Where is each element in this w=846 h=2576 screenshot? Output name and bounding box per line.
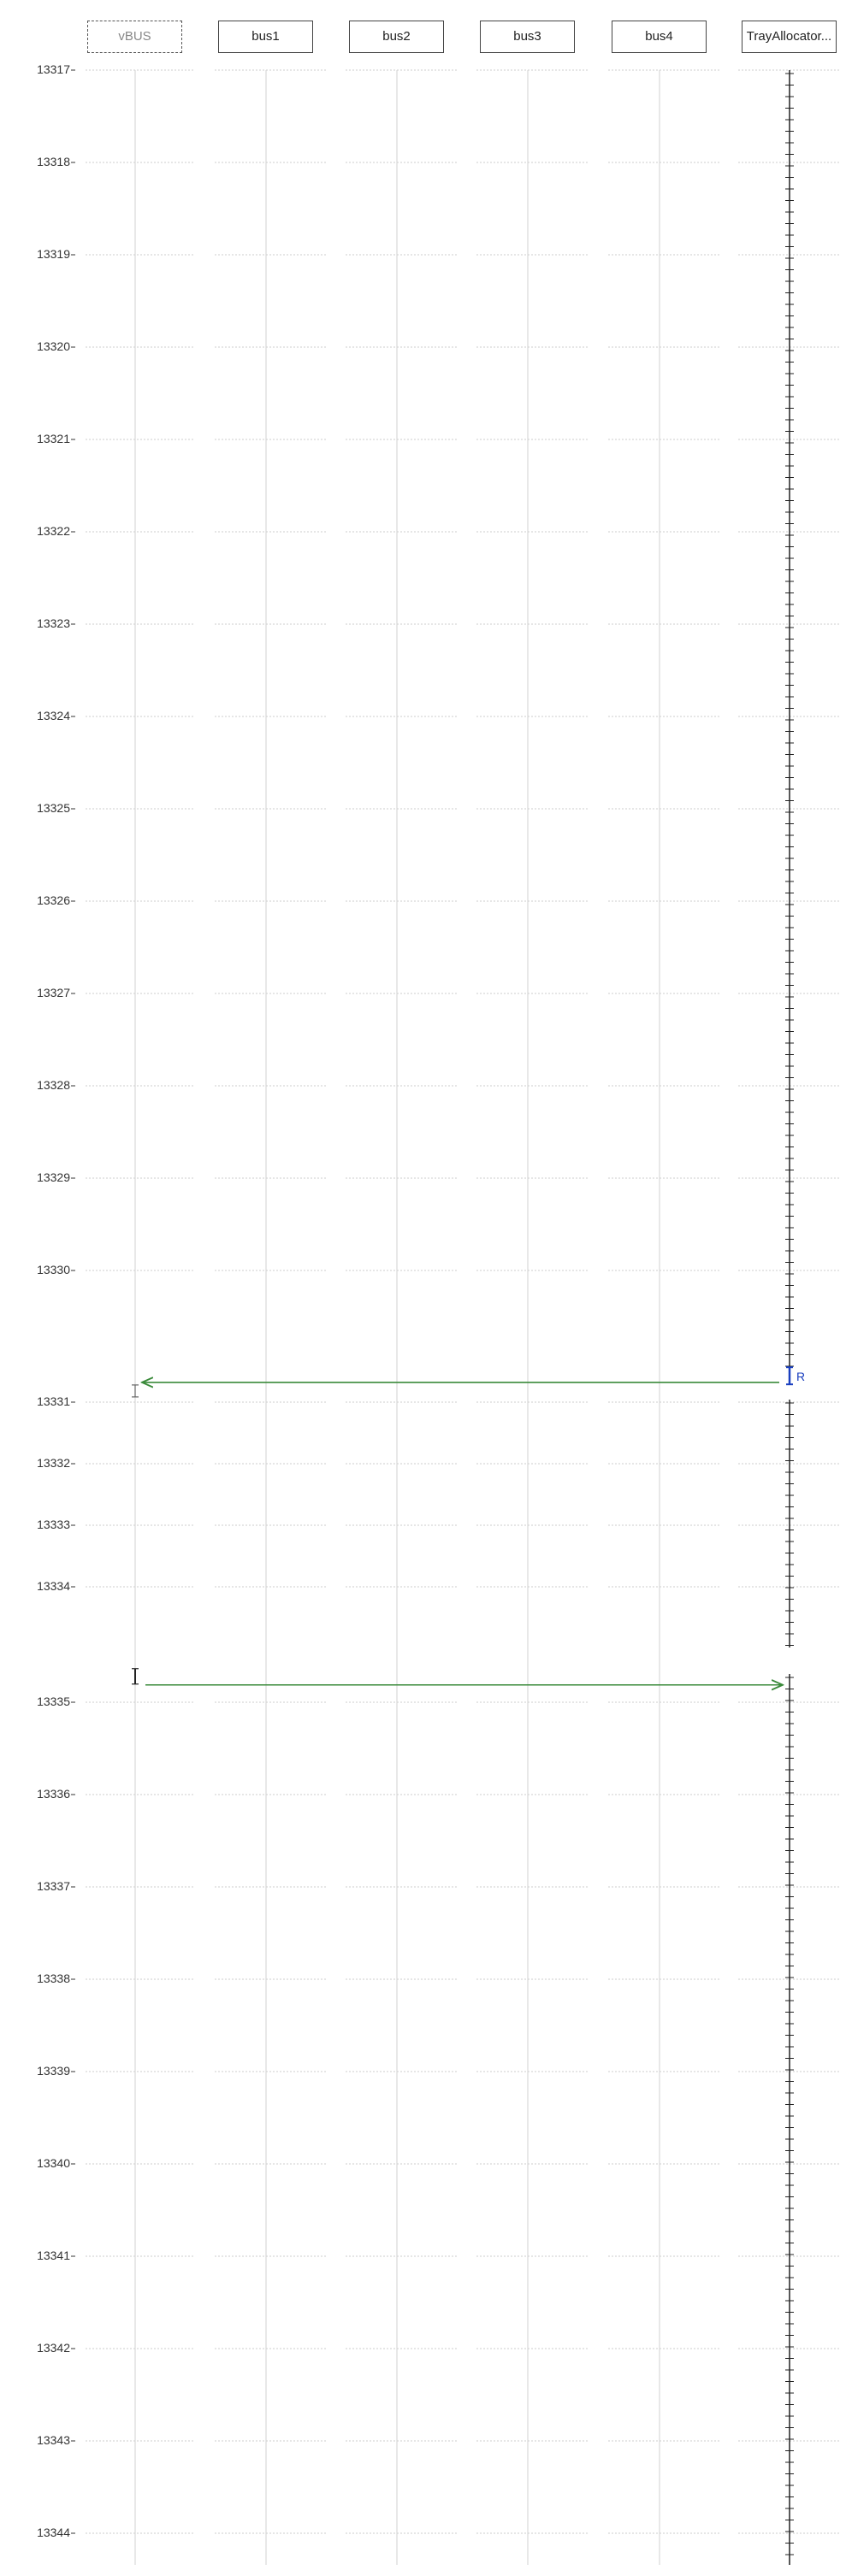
tick-label: 13318 bbox=[37, 155, 70, 168]
tick-label: 13325 bbox=[37, 801, 70, 815]
tick-label: 13327 bbox=[37, 986, 70, 999]
tick-label: 13324 bbox=[37, 709, 70, 722]
tick-label: 13333 bbox=[37, 1518, 70, 1531]
tick-label: 13329 bbox=[37, 1170, 70, 1184]
tick-label: 13331 bbox=[37, 1394, 70, 1408]
lifeline-header[interactable]: TrayAllocator... bbox=[742, 21, 837, 53]
tick-label: 13339 bbox=[37, 2064, 70, 2078]
tick-label: 13344 bbox=[37, 2526, 70, 2539]
tick-label: 13337 bbox=[37, 1879, 70, 1893]
tick-label: 13343 bbox=[37, 2433, 70, 2447]
lifeline-header[interactable]: vBUS bbox=[87, 21, 182, 53]
tick-label: 13323 bbox=[37, 616, 70, 630]
activation-label: R bbox=[796, 1370, 805, 1383]
tick-label: 13335 bbox=[37, 1695, 70, 1708]
tick-label: 13320 bbox=[37, 339, 70, 353]
lifeline-header[interactable]: bus4 bbox=[612, 21, 707, 53]
lifeline-header[interactable]: bus2 bbox=[349, 21, 444, 53]
lifeline-header[interactable]: bus3 bbox=[480, 21, 575, 53]
lifeline-header[interactable]: bus1 bbox=[218, 21, 313, 53]
tick-label: 13319 bbox=[37, 247, 70, 261]
tick-label: 13330 bbox=[37, 1263, 70, 1276]
tick-label: 13326 bbox=[37, 893, 70, 907]
tick-label: 13334 bbox=[37, 1579, 70, 1593]
tick-label: 13341 bbox=[37, 2249, 70, 2262]
tick-label: 13338 bbox=[37, 1972, 70, 1985]
tick-label: 13332 bbox=[37, 1456, 70, 1470]
tick-label: 13321 bbox=[37, 432, 70, 445]
tick-label: 13322 bbox=[37, 524, 70, 538]
tick-label: 13328 bbox=[37, 1078, 70, 1092]
tick-label: 13336 bbox=[37, 1787, 70, 1801]
tick-label: 13342 bbox=[37, 2341, 70, 2355]
tick-label: 13340 bbox=[37, 2156, 70, 2170]
tick-label: 13317 bbox=[37, 62, 70, 76]
